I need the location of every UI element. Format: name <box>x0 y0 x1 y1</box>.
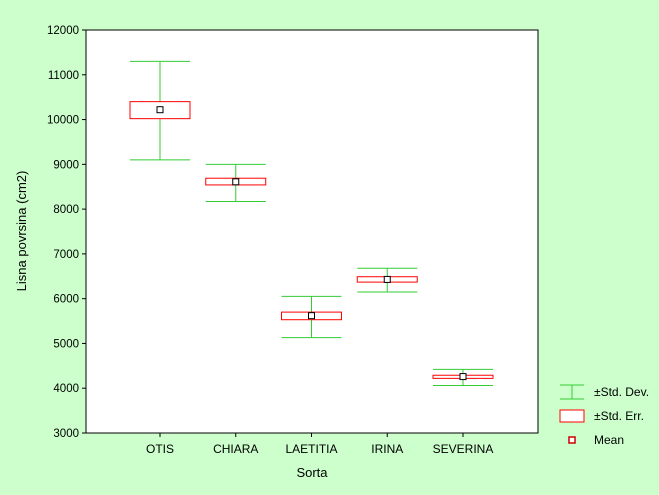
mean-marker <box>383 275 391 283</box>
y-tick-label: 6000 <box>53 294 79 306</box>
box-group-otis <box>129 60 191 161</box>
y-tick-label: 3000 <box>53 428 79 440</box>
x-tick-label: OTIS <box>146 442 174 456</box>
legend-item-std-dev: ±Std. Dev. <box>560 384 649 400</box>
legend-label: ±Std. Err. <box>594 409 644 423</box>
box-group-chiara <box>205 163 267 202</box>
mean-marker <box>308 312 315 320</box>
box-group-irina <box>356 267 418 293</box>
y-tick-label: 12000 <box>47 25 79 37</box>
y-tick-label: 9000 <box>53 159 79 171</box>
legend-label: ±Std. Dev. <box>594 385 649 399</box>
legend-label: Mean <box>594 433 624 447</box>
mean-marker <box>232 178 240 186</box>
legend: ±Std. Dev. ±Std. Err. Mean <box>559 384 649 447</box>
legend-item-mean: Mean <box>568 433 624 447</box>
x-tick-label: CHIARA <box>213 442 258 456</box>
mean-marker <box>156 106 164 114</box>
y-axis-label: Lisna povrsina (cm2) <box>14 171 29 292</box>
y-tick-label: 8000 <box>53 204 79 216</box>
x-tick-label: IRINA <box>371 442 403 456</box>
y-axis: 3000 4000 5000 6000 7000 8000 9000 10000 11000 12… <box>47 25 86 440</box>
plot-area <box>85 29 539 434</box>
x-tick-label: SEVERINA <box>433 442 494 456</box>
mean-marker <box>459 373 467 381</box>
y-tick-label: 10000 <box>47 115 79 127</box>
x-tick-label: LAETITIA <box>285 442 337 456</box>
x-axis: OTIS CHIARA LAETITIA IRINA SEVERINA <box>146 433 493 456</box>
y-tick-label: 7000 <box>53 249 79 261</box>
y-tick-label: 11000 <box>48 70 79 82</box>
box-group-laetitia <box>281 295 342 339</box>
box-group-severina <box>432 368 494 387</box>
box-series <box>129 60 494 387</box>
x-axis-label: Sorta <box>296 465 328 480</box>
legend-item-std-err: ±Std. Err. <box>559 409 644 423</box>
y-tick-label: 4000 <box>53 383 79 395</box>
legend-std-err-symbol <box>559 409 585 423</box>
legend-mean-symbol <box>568 436 576 444</box>
y-tick-label: 5000 <box>53 338 79 350</box>
